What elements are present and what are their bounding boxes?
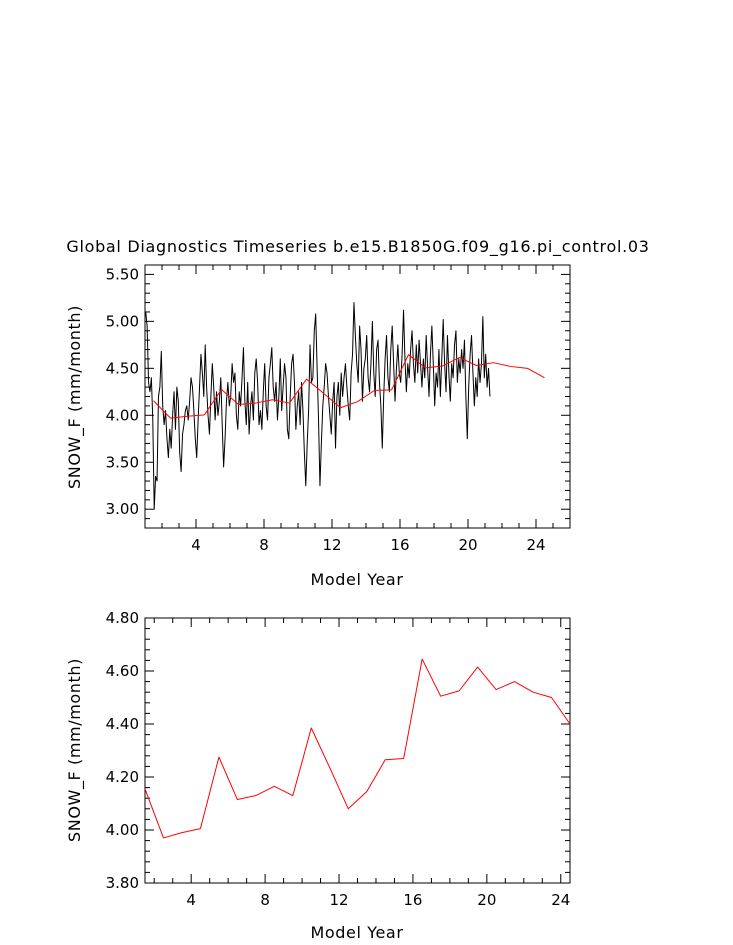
bottom-y-tick-label: 4.40 xyxy=(106,715,139,733)
top-y-tick-label: 4.00 xyxy=(106,406,139,424)
bottom-x-tick-label: 8 xyxy=(260,891,270,909)
top-y-tick-label: 4.50 xyxy=(106,359,139,377)
bottom-axis-ticks xyxy=(145,617,570,884)
bottom-series xyxy=(144,658,571,839)
top-x-axis-label: Model Year xyxy=(311,570,404,589)
bottom-y-tick-label: 3.80 xyxy=(106,874,139,892)
bottom-x-tick-label: 4 xyxy=(186,891,196,909)
bottom-x-tick-label: 24 xyxy=(551,891,570,909)
bottom-y-tick-label: 4.20 xyxy=(106,768,139,786)
top-y-tick-label: 3.00 xyxy=(106,500,139,518)
top-y-tick-label: 3.50 xyxy=(106,453,139,471)
top-x-tick-label: 8 xyxy=(259,536,269,554)
bottom-panel: 3.80 4.00 4.20 4.40 4.60 4.80 4 8 12 16 20 24 Mode… xyxy=(65,609,571,942)
top-panel: 3.00 3.50 4.00 4.50 5.00 5.50 4 8 12 16 20 24 Mode… xyxy=(65,264,571,589)
bottom-y-tick-label: 4.60 xyxy=(106,662,139,680)
top-plot-frame xyxy=(144,264,571,529)
bottom-y-tick-labels: 3.80 4.00 4.20 4.40 4.60 4.80 xyxy=(106,609,139,892)
top-monthly-series-line xyxy=(145,302,491,510)
top-x-tick-label: 12 xyxy=(322,536,341,554)
top-annual-mean-series-line xyxy=(153,354,545,419)
bottom-plot-frame xyxy=(144,617,571,884)
bottom-x-tick-labels: 4 8 12 16 20 24 xyxy=(186,891,570,909)
figure-title: Global Diagnostics Timeseries b.e15.B185… xyxy=(66,237,649,257)
top-x-tick-labels: 4 8 12 16 20 24 xyxy=(191,536,545,554)
bottom-x-tick-label: 16 xyxy=(403,891,422,909)
top-y-tick-labels: 3.00 3.50 4.00 4.50 5.00 5.50 xyxy=(106,265,139,518)
top-series xyxy=(145,302,545,510)
top-x-tick-label: 16 xyxy=(390,536,409,554)
bottom-x-tick-label: 20 xyxy=(477,891,496,909)
top-axis-ticks xyxy=(144,264,571,529)
top-y-tick-label: 5.50 xyxy=(106,265,139,283)
top-x-tick-label: 20 xyxy=(458,536,477,554)
bottom-y-tick-label: 4.80 xyxy=(106,609,139,627)
bottom-x-tick-label: 12 xyxy=(329,891,348,909)
top-x-tick-label: 24 xyxy=(526,536,545,554)
top-y-axis-label: SNOW_F (mm/month) xyxy=(65,305,85,489)
bottom-y-tick-label: 4.00 xyxy=(106,821,139,839)
top-y-tick-label: 5.00 xyxy=(106,312,139,330)
bottom-annual-mean-series-line xyxy=(144,658,571,839)
top-x-tick-label: 4 xyxy=(191,536,201,554)
bottom-x-axis-label: Model Year xyxy=(311,923,404,942)
bottom-y-axis-label: SNOW_F (mm/month) xyxy=(65,658,85,842)
